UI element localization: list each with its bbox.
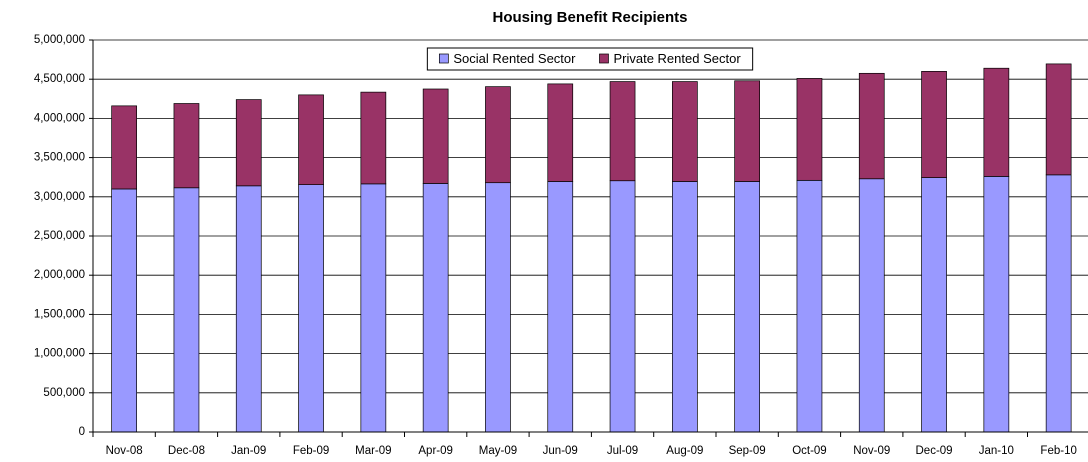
x-tick-label: Jan-10 <box>979 445 1014 457</box>
legend-label: Private Rented Sector <box>613 51 741 66</box>
bar-segment <box>609 180 636 433</box>
y-tick-label: 1,500,000 <box>34 308 85 320</box>
bar-segment <box>671 81 698 182</box>
bar-segment <box>547 83 574 182</box>
y-tick-label: 1,000,000 <box>34 348 85 360</box>
chart-title: Housing Benefit Recipients <box>492 9 687 26</box>
x-tick-label: Mar-09 <box>355 445 391 457</box>
x-tick-label: Jan-09 <box>231 445 266 457</box>
x-tick-label: Jul-09 <box>607 445 638 457</box>
bar-segment <box>298 94 324 185</box>
x-tick-label: Feb-09 <box>293 445 329 457</box>
bar-segment <box>547 181 574 433</box>
bar-segment <box>858 178 885 433</box>
bar-segment <box>485 182 511 433</box>
x-tick-label: Apr-09 <box>418 445 453 457</box>
bar-segment <box>360 183 387 433</box>
bar-segment <box>298 184 324 433</box>
y-tick-label: 3,500,000 <box>34 152 85 164</box>
legend: Social Rented Sector Private Rented Secto… <box>426 47 754 71</box>
x-tick-label: Feb-10 <box>1040 445 1076 457</box>
bar-segment <box>921 177 947 433</box>
bar-segment <box>858 72 885 180</box>
bar-segment <box>734 80 761 182</box>
y-tick-label: 4,500,000 <box>34 73 85 85</box>
legend-swatch <box>599 53 609 64</box>
bar-segment <box>1045 174 1072 433</box>
x-tick-label: Dec-09 <box>916 445 953 457</box>
bar-segment <box>235 99 262 187</box>
y-tick-label: 4,000,000 <box>34 112 85 124</box>
x-tick-label: May-09 <box>479 445 517 457</box>
bar-segment <box>173 187 200 433</box>
bar-segment <box>360 91 387 185</box>
bar-segment <box>485 86 511 184</box>
x-tick-label: Dec-08 <box>168 445 205 457</box>
x-tick-label: Sep-09 <box>729 445 766 457</box>
bar-segment <box>173 103 200 189</box>
bar-segment <box>734 181 761 433</box>
x-tick-label: Nov-08 <box>106 445 143 457</box>
y-tick-label: 3,000,000 <box>34 191 85 203</box>
legend-swatch <box>438 53 449 64</box>
y-tick-label: 5,000,000 <box>34 34 85 46</box>
bar-segment <box>422 183 449 433</box>
bar-segment <box>1045 63 1072 176</box>
legend-box <box>426 47 754 71</box>
bar-segment <box>796 179 823 433</box>
x-tick-label: Oct-09 <box>792 445 827 457</box>
y-tick-label: 0 <box>79 426 85 438</box>
legend-label: Social Rented Sector <box>453 51 576 66</box>
bar-segment <box>671 181 698 433</box>
y-tick-label: 2,500,000 <box>34 230 85 242</box>
y-tick-label: 500,000 <box>43 387 85 399</box>
bar-segment <box>111 105 138 190</box>
bar-segment <box>111 188 138 433</box>
bar-segment <box>235 185 262 433</box>
bar-segment <box>422 88 449 184</box>
x-tick-label: Aug-09 <box>666 445 703 457</box>
bar-segment <box>921 71 947 178</box>
bar-segment <box>796 78 823 181</box>
bar-segment <box>983 67 1010 177</box>
x-tick-label: Nov-09 <box>853 445 890 457</box>
bar-segment <box>609 81 636 182</box>
bar-segment <box>983 176 1010 433</box>
x-tick-label: Jun-09 <box>543 445 578 457</box>
y-tick-label: 2,000,000 <box>34 269 85 281</box>
